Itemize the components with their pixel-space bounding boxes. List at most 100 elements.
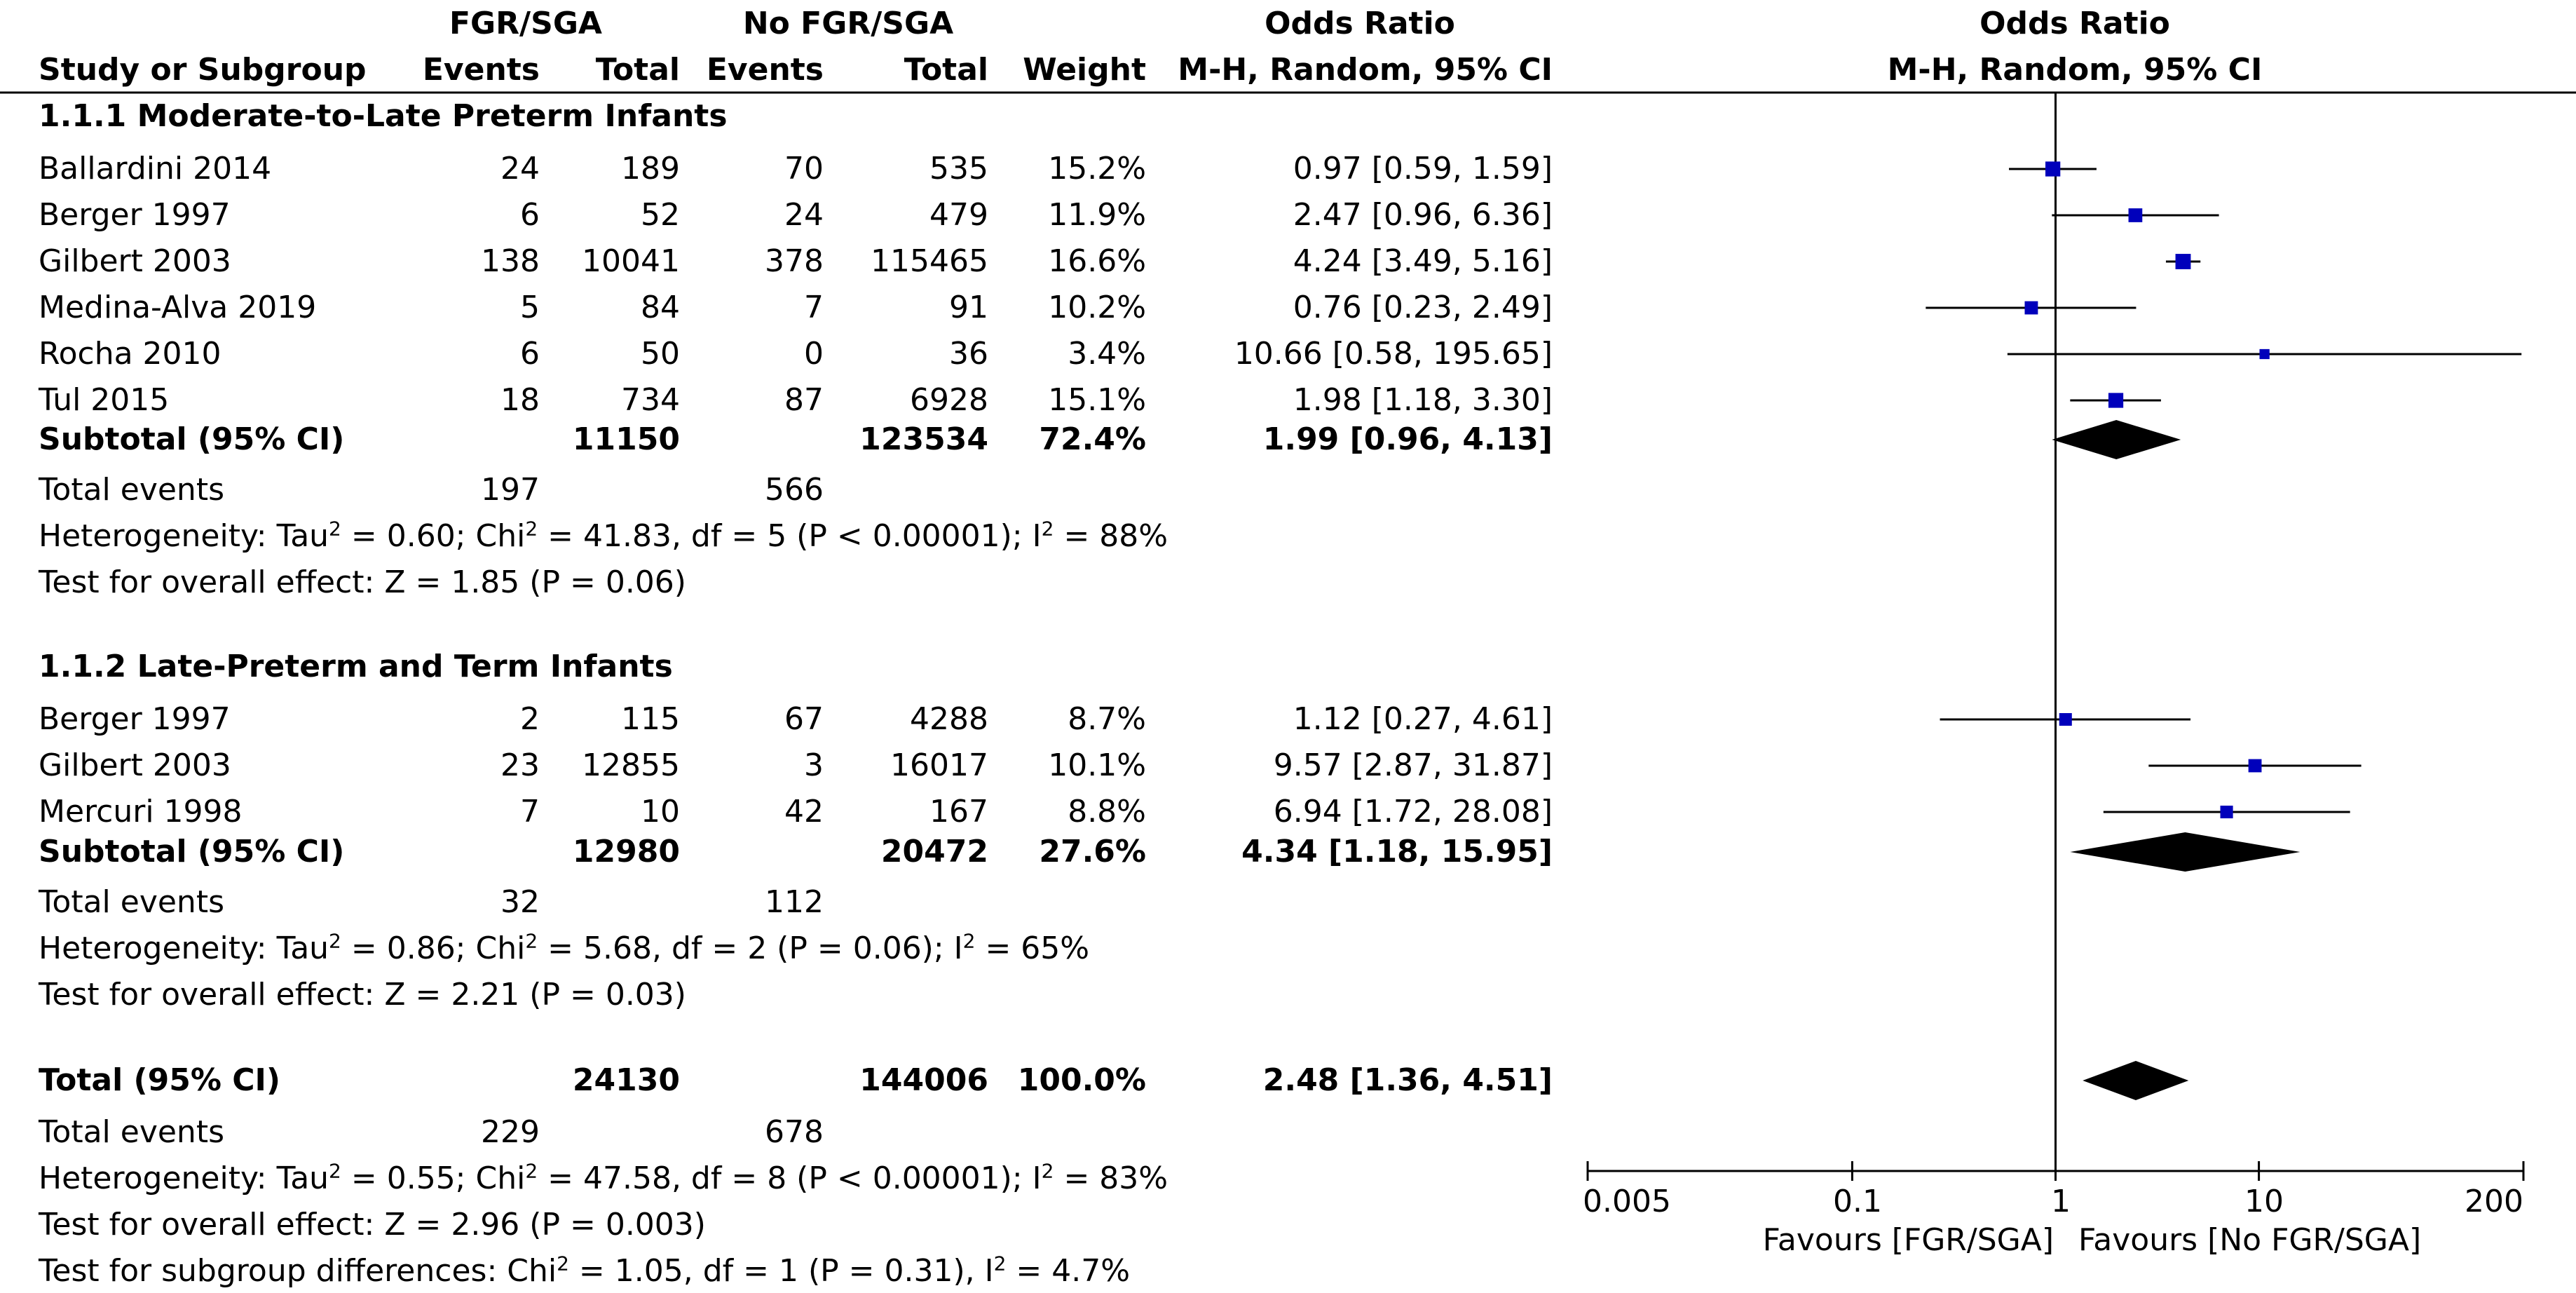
tick-label: 0.1 xyxy=(1833,1184,1882,1219)
events1: 5 xyxy=(520,290,540,325)
events1: 23 xyxy=(500,747,540,783)
subtotal-total1: 11150 xyxy=(572,421,680,457)
subtotal-label: Subtotal (95% CI) xyxy=(39,834,345,869)
total-events-label: Total events xyxy=(39,472,224,508)
total2: 479 xyxy=(929,197,988,233)
total2: 91 xyxy=(949,290,988,325)
total-events1: 32 xyxy=(500,884,540,920)
favours-left-label: Favours [FGR/SGA] xyxy=(1762,1222,2054,1258)
overall-effect-text: Test for overall effect: Z = 1.85 (P = 0… xyxy=(39,564,686,600)
total-events1: 229 xyxy=(481,1114,540,1150)
weight: 11.9% xyxy=(1048,197,1146,233)
overall-ci: 2.48 [1.36, 4.51] xyxy=(1262,1062,1553,1098)
point-estimate-marker xyxy=(2108,393,2124,408)
or-column-title: Odds Ratio xyxy=(1265,6,1455,41)
odds-ratio-ci: 0.97 [0.59, 1.59] xyxy=(1293,151,1553,187)
total2: 115465 xyxy=(871,243,988,279)
odds-ratio-ci: 1.12 [0.27, 4.61] xyxy=(1293,701,1553,737)
events1: 18 xyxy=(500,382,540,418)
subtotal-diamond xyxy=(2052,420,2181,459)
tick-label: 200 xyxy=(2465,1184,2523,1219)
odds-ratio-ci: 0.76 [0.23, 2.49] xyxy=(1293,290,1553,325)
total-events-label: Total events xyxy=(39,884,224,920)
events2: 3 xyxy=(804,747,824,783)
subtotal-diamond xyxy=(2070,832,2301,872)
point-estimate-marker xyxy=(2045,161,2061,177)
overall-weight: 100.0% xyxy=(1017,1062,1146,1098)
overall-effect-text: Test for overall effect: Z = 2.96 (P = 0… xyxy=(39,1207,706,1243)
weight: 15.1% xyxy=(1048,382,1146,418)
total1: 10 xyxy=(641,794,680,830)
study-name: Rocha 2010 xyxy=(39,336,222,372)
point-estimate-marker xyxy=(2175,254,2191,269)
subtotal-total2: 20472 xyxy=(880,834,988,869)
study-name: Berger 1997 xyxy=(39,197,231,233)
total1: 12855 xyxy=(582,747,680,783)
total1: 10041 xyxy=(582,243,680,279)
study-name: Mercuri 1998 xyxy=(39,794,243,830)
subtotal-weight: 27.6% xyxy=(1039,834,1146,869)
weight: 15.2% xyxy=(1048,151,1146,187)
overall-total-label: Total (95% CI) xyxy=(39,1062,281,1098)
study-name: Ballardini 2014 xyxy=(39,151,272,187)
weight: 3.4% xyxy=(1068,336,1146,372)
plot-marks xyxy=(1586,93,2525,1181)
odds-ratio-ci: 1.98 [1.18, 3.30] xyxy=(1293,382,1553,418)
tick-label: 1 xyxy=(2051,1184,2071,1219)
study-name: Tul 2015 xyxy=(39,382,170,418)
subgroup-2-title: 1.1.2 Late-Preterm and Term Infants xyxy=(39,649,673,684)
heterogeneity-text: Heterogeneity: Tau2 = 0.60; Chi2 = 41.83… xyxy=(39,517,1168,554)
events2: 70 xyxy=(784,151,824,187)
plot-title: Odds Ratio xyxy=(1979,6,2170,41)
subgroup-differences-text: Test for subgroup differences: Chi2 = 1.… xyxy=(39,1252,1131,1289)
total2: 36 xyxy=(949,336,988,372)
point-estimate-marker xyxy=(2259,348,2270,360)
subtotal-label: Subtotal (95% CI) xyxy=(39,421,345,457)
col-study-header: Study or Subgroup xyxy=(39,52,367,88)
total1: 189 xyxy=(621,151,680,187)
total-events-label: Total events xyxy=(39,1114,224,1150)
group1-title: FGR/SGA xyxy=(449,6,602,41)
col-method-header: M-H, Random, 95% CI xyxy=(1178,52,1553,88)
study-name: Medina-Alva 2019 xyxy=(39,290,317,325)
total2: 6928 xyxy=(910,382,988,418)
events1: 6 xyxy=(520,336,540,372)
overall-effect-text: Test for overall effect: Z = 2.21 (P = 0… xyxy=(39,977,686,1013)
odds-ratio-ci: 6.94 [1.72, 28.08] xyxy=(1273,794,1553,830)
events1: 7 xyxy=(520,794,540,830)
heterogeneity-text: Heterogeneity: Tau2 = 0.55; Chi2 = 47.58… xyxy=(39,1159,1168,1196)
study-name: Berger 1997 xyxy=(39,701,231,737)
events2: 42 xyxy=(784,794,824,830)
col-events2-header: Events xyxy=(706,52,824,88)
total2: 535 xyxy=(929,151,988,187)
favours-right-label: Favours [No FGR/SGA] xyxy=(2078,1222,2422,1258)
total1: 52 xyxy=(641,197,680,233)
weight: 16.6% xyxy=(1048,243,1146,279)
events2: 87 xyxy=(784,382,824,418)
subtotal-ci: 4.34 [1.18, 15.95] xyxy=(1241,834,1553,869)
point-estimate-marker xyxy=(2220,805,2233,819)
group2-title: No FGR/SGA xyxy=(742,6,954,41)
events1: 6 xyxy=(520,197,540,233)
total-events1: 197 xyxy=(481,472,540,508)
tick-label: 0.005 xyxy=(1583,1184,1671,1219)
overall-diamond xyxy=(2083,1061,2189,1100)
total1: 84 xyxy=(641,290,680,325)
odds-ratio-ci: 10.66 [0.58, 195.65] xyxy=(1234,336,1553,372)
point-estimate-marker xyxy=(2059,712,2072,726)
study-name: Gilbert 2003 xyxy=(39,243,231,279)
total2: 16017 xyxy=(890,747,988,783)
total-events2: 678 xyxy=(765,1114,824,1150)
events2: 24 xyxy=(784,197,824,233)
col-total1-header: Total xyxy=(595,52,680,88)
plot-method-header: M-H, Random, 95% CI xyxy=(1887,52,2263,88)
odds-ratio-ci: 4.24 [3.49, 5.16] xyxy=(1293,243,1553,279)
events1: 2 xyxy=(520,701,540,737)
subtotal-total2: 123534 xyxy=(859,421,988,457)
heterogeneity-text: Heterogeneity: Tau2 = 0.86; Chi2 = 5.68,… xyxy=(39,929,1090,966)
subtotal-total1: 12980 xyxy=(572,834,680,869)
total1: 734 xyxy=(621,382,680,418)
events2: 7 xyxy=(804,290,824,325)
